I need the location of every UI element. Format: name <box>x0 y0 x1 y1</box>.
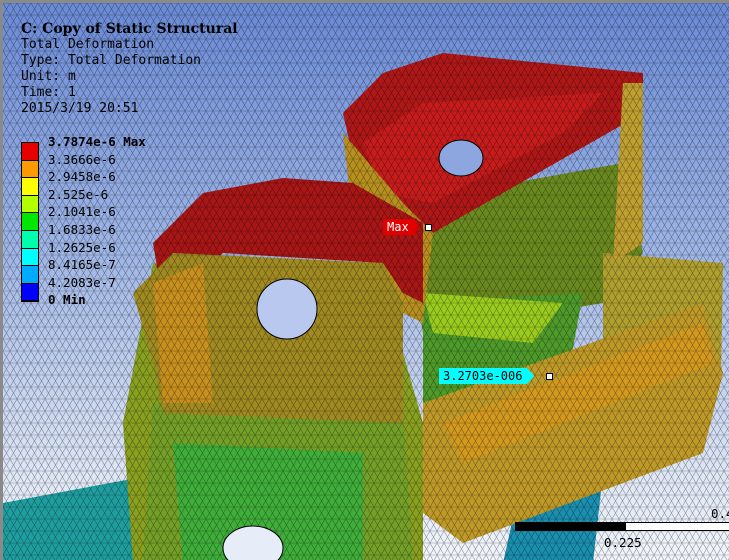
legend-swatch <box>22 248 38 267</box>
legend-label: 2.525e-6 <box>48 186 109 202</box>
result-date: 2015/3/19 20:51 <box>21 101 139 116</box>
legend-label: 2.9458e-6 <box>48 169 116 185</box>
legend-label: 1.2625e-6 <box>48 239 116 255</box>
result-time: Time: 1 <box>21 85 76 100</box>
legend-swatch <box>22 160 38 179</box>
probe-value-label[interactable]: 3.2703e-006 <box>439 368 535 384</box>
legend-label: 3.7874e-6 Max <box>48 134 146 149</box>
legend-swatch <box>22 178 38 196</box>
legend-color-bar <box>21 142 39 303</box>
bolt-hole <box>438 139 484 177</box>
legend-swatch <box>22 266 38 284</box>
legend-label: 1.6833e-6 <box>48 222 116 237</box>
legend-swatch <box>22 195 38 214</box>
legend-swatch <box>22 143 38 161</box>
bolt-hole <box>256 278 318 340</box>
probe-marker <box>546 373 553 380</box>
max-probe-label[interactable]: Max <box>383 219 419 235</box>
legend-swatch <box>22 230 38 249</box>
result-info: C: Copy of Static Structural Total Defor… <box>21 21 238 117</box>
legend-label: 8.4165e-7 <box>48 257 116 273</box>
result-unit: Unit: m <box>21 69 76 84</box>
legend-swatch <box>22 213 38 231</box>
bolt-hole <box>222 525 284 560</box>
legend-label: 3.3666e-6 <box>48 151 116 167</box>
scale-end-label: 0.4 <box>711 506 729 521</box>
legend-swatch <box>22 283 38 302</box>
result-name: Total Deformation <box>21 37 155 52</box>
mesh-overlay <box>3 3 729 560</box>
legend-label: 4.2083e-7 <box>48 274 116 290</box>
scale-bar <box>515 522 729 531</box>
result-type: Type: Total Deformation <box>21 53 202 68</box>
analysis-title: C: Copy of Static Structural <box>21 21 238 37</box>
scale-mid-label: 0.225 <box>604 535 642 550</box>
legend-label: 0 Min <box>48 292 86 308</box>
max-probe-marker <box>425 224 432 231</box>
legend-label: 2.1041e-6 <box>48 204 116 220</box>
